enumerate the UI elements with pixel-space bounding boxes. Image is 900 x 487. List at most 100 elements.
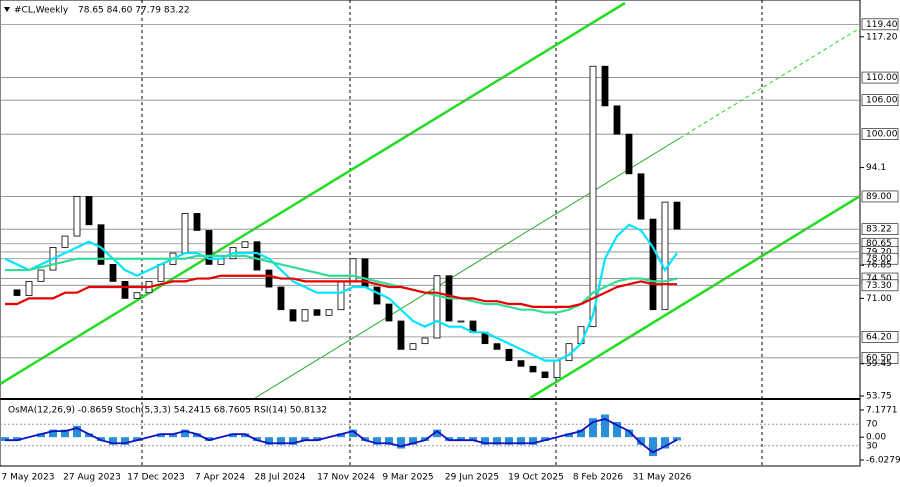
level-label: 73.30 <box>866 281 892 291</box>
level-label: 78.00 <box>866 254 892 264</box>
level-label: 89.00 <box>866 192 892 202</box>
osma-bar <box>493 437 501 445</box>
osma-bar <box>289 437 297 445</box>
candle <box>397 320 405 350</box>
osma-bar <box>301 437 309 441</box>
candle <box>433 275 441 339</box>
candle <box>601 65 609 107</box>
x-tick-label: 9 Mar 2025 <box>382 473 433 483</box>
y-tick-label: 117.20 <box>866 32 898 42</box>
candle <box>241 241 249 248</box>
osma-bar <box>625 429 633 438</box>
osma-bar <box>529 437 537 445</box>
x-tick-label: 8 Feb 2026 <box>573 473 624 483</box>
candle <box>337 280 345 311</box>
y-tick-label: 94.1 <box>866 163 886 173</box>
osma-bar <box>13 437 21 441</box>
osma-bar <box>253 437 261 441</box>
osma-bar <box>661 437 669 449</box>
candle <box>325 309 333 316</box>
candle <box>673 201 681 230</box>
osma-bar <box>277 437 285 445</box>
osma-bar <box>373 437 381 445</box>
x-tick-label: 17 Nov 2024 <box>317 473 375 483</box>
candle <box>193 213 201 231</box>
x-tick-label: 29 Jun 2025 <box>445 473 499 483</box>
level-label-box <box>861 190 899 203</box>
y-tick-label: 0.00 <box>866 433 886 443</box>
x-tick-label: 28 Jul 2024 <box>255 473 306 483</box>
level-label-box <box>861 223 899 235</box>
candle <box>529 365 537 373</box>
candle <box>85 196 93 226</box>
indicator-title: OsMA(12,26,9) -0.8659 Stoch(5,3,3) 54.24… <box>8 406 327 416</box>
osma-bar <box>433 429 441 438</box>
level-label: 64.20 <box>866 332 892 342</box>
osma-bar <box>565 433 573 438</box>
candle <box>277 286 285 311</box>
osma-bar <box>649 437 657 457</box>
osma-bar <box>577 429 585 438</box>
osma-bar <box>517 437 525 445</box>
candle <box>649 218 657 311</box>
candle <box>181 213 189 254</box>
candle <box>637 173 645 220</box>
osma-bar <box>613 422 621 438</box>
osma-bar <box>445 437 453 441</box>
osma-bar <box>73 425 81 438</box>
plot-frame <box>0 0 861 467</box>
candle <box>37 269 45 282</box>
candle <box>265 269 273 288</box>
candle <box>25 280 33 296</box>
menu-arrow[interactable] <box>4 7 10 12</box>
level-label: 74.50 <box>866 274 892 284</box>
candle <box>289 309 297 322</box>
level-label: 100.00 <box>866 130 898 140</box>
osma-bar <box>385 437 393 445</box>
candle <box>505 348 513 362</box>
level-label: 80.65 <box>866 239 892 249</box>
osma-bar <box>85 433 93 438</box>
candle <box>625 133 633 175</box>
osma-bar <box>601 414 609 438</box>
osma-bar <box>409 437 417 445</box>
candle <box>421 337 429 345</box>
candle <box>613 105 621 135</box>
osma-signal <box>5 418 678 454</box>
level-label-box <box>861 18 899 31</box>
chart-subtitle: 78.65 84.60 77.79 83.22 <box>78 6 190 16</box>
y-tick-label: 71.00 <box>866 294 892 304</box>
osma-bar <box>421 437 429 441</box>
candle <box>409 343 417 350</box>
candle <box>517 360 525 367</box>
y-tick-label: 7.1771 <box>866 406 898 416</box>
candle <box>61 235 69 248</box>
candle <box>313 309 321 316</box>
osma-bar <box>313 437 321 441</box>
osma-bar <box>337 433 345 438</box>
candle <box>73 196 81 237</box>
trend-channel <box>0 1 861 400</box>
level-label-box <box>861 279 899 292</box>
osma-bar <box>49 429 57 438</box>
osma-bar <box>109 437 117 445</box>
chart-title: #CL,Weekly <box>14 6 69 16</box>
level-label: 60.50 <box>866 353 892 363</box>
osma-bar <box>157 433 165 438</box>
candle <box>133 292 141 299</box>
moving-average <box>4 223 678 362</box>
y-tick-label: 76.85 <box>866 261 892 271</box>
osma-bar <box>397 437 405 449</box>
level-label-box <box>861 331 899 343</box>
candle <box>553 360 561 379</box>
candle <box>373 286 381 305</box>
moving-average <box>5 254 678 314</box>
level-label: 110.00 <box>866 73 898 83</box>
level-label-box <box>861 352 899 364</box>
y-tick-label: 59.45 <box>866 359 892 369</box>
x-tick-label: 7 Apr 2024 <box>195 473 245 483</box>
trend-mid <box>254 137 681 399</box>
osma-bar <box>673 437 681 441</box>
x-tick-label: 7 May 2023 <box>2 473 55 483</box>
